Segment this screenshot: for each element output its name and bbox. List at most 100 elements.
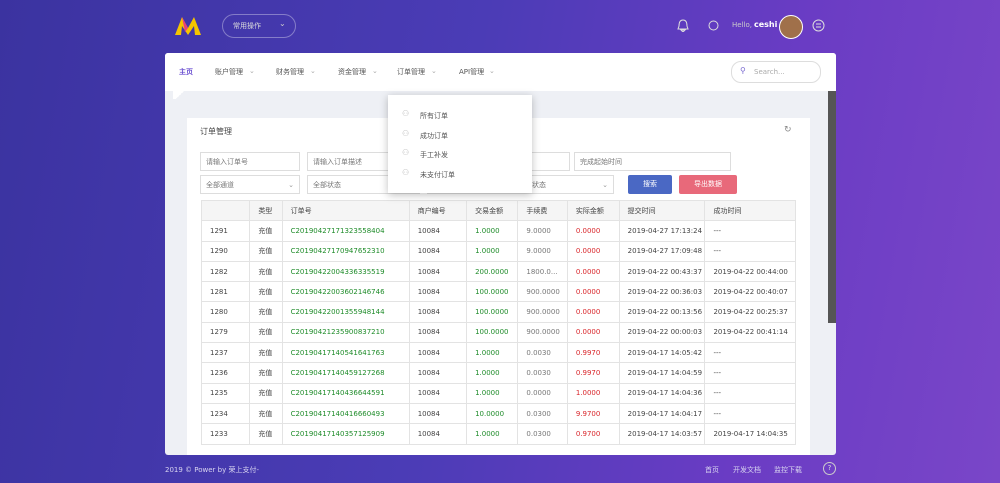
chevron: ⌄ [602,181,608,189]
table-cell: 2019-04-22 00:36:03 [618,281,706,303]
table-row: 1236 充值 C20190417140459127268 10084 1.0000 0.… [201,362,796,384]
table-cell: 1233 [201,423,251,445]
table-cell: 充值 [249,402,283,425]
table-cell: 0.0000 [566,321,620,344]
table-cell: 1282 [201,260,251,283]
dropdown-item[interactable]: 手工补发 [420,151,448,159]
table-cell: 10084 [408,342,468,364]
table-row: 1282 充值 C20190422004336335519 10084 200.0000… [201,260,796,283]
menu-icon[interactable] [812,19,825,32]
greeting: Hello, [732,21,752,29]
user-icon: ⚇ [402,148,410,157]
export-button[interactable]: 导出数据 [679,175,737,194]
table-cell: 1.0000 [466,362,519,384]
footer-link[interactable]: 监控下载 [774,466,802,474]
table-cell: 充值 [249,382,283,404]
nav-item[interactable]: 主页 [179,68,193,76]
table-cell: 2019-04-22 00:40:07 [704,281,796,303]
refresh-icon[interactable]: ↻ [784,125,792,135]
table-cell: 0.0000 [566,281,620,303]
table-cell: 10.0000 [466,402,519,425]
table-cell: 0.0300 [517,402,568,425]
table-cell: 2019-04-17 14:05:42 [618,342,706,364]
table-cell: 1.0000 [566,382,620,404]
filter-select[interactable]: 全部通道 ⌄ [200,175,300,194]
table-cell: 0.0030 [517,362,568,384]
table-cell: 100.0000 [466,321,519,344]
table-cell: 充值 [249,240,283,262]
user-icon: ⚇ [402,128,410,138]
table-cell: 充值 [249,301,283,323]
table-cell: 10084 [408,240,468,262]
help-icon[interactable]: ? [823,462,836,475]
bell-icon[interactable] [677,19,689,32]
scrollbar[interactable] [828,91,836,323]
table-cell: 1.0000 [466,220,519,242]
support-icon[interactable] [707,19,720,32]
avatar[interactable] [779,15,803,39]
table-cell: 10084 [408,402,468,425]
table-cell: 充值 [249,281,283,303]
table-row: 1290 充值 C20190427170947652310 10084 1.0000 9.… [201,240,796,262]
table-cell: 1290 [201,240,251,262]
order-dropdown: ⚇ 所有订单 ⚇ 成功订单 ⚇ 手工补发 ⚇ 未支付订单 [388,95,532,193]
nav-item[interactable]: API管理 [459,68,485,76]
table-cell: 2019-04-17 14:04:17 [618,402,706,425]
table-cell: 0.0000 [566,240,620,262]
table-cell: C20190417140436644591 [281,382,410,404]
chevron: ⌄ [279,19,286,28]
table-wrap: 类型 订单号 商户编号 交易金额 手续费 实际金额 提交时间 成功时间 1291 充值 C20190… [201,200,796,455]
table-cell: 1235 [201,382,251,404]
table-cell: 2019-04-22 00:41:14 [704,321,796,344]
nav-item[interactable]: 订单管理 [397,68,425,76]
chevron: ⌄ [249,67,255,75]
nav-item[interactable]: 财务管理 [276,68,304,76]
nav-item[interactable]: 账户管理 [215,68,243,76]
search-icon: ⚲ [740,66,746,75]
table-cell: 10084 [408,281,468,303]
header-cell: 提交时间 [618,200,706,222]
search-button[interactable]: 搜索 [628,175,672,194]
table-cell: 100.0000 [466,301,519,323]
chevron: ⌄ [310,67,316,75]
table-cell: C20190422004336335519 [281,260,410,283]
table-cell: 2019-04-17 14:04:59 [618,362,706,384]
user-icon: ⚇ [402,109,410,118]
table-cell: 10084 [408,362,468,384]
filter-input[interactable]: 请输入订单号 [200,152,300,171]
table-row: 1279 充值 C20190421235900837210 10084 100.0000… [201,321,796,344]
dropdown-item[interactable]: 未支付订单 [420,170,455,179]
footer-link[interactable]: 首页 [705,466,719,474]
table-cell: --- [704,382,796,404]
table-row: 1235 充值 C20190417140436644591 10084 1.0000 0.… [201,382,796,404]
table-cell: 1234 [201,402,251,425]
header-cell: 商户编号 [408,200,468,222]
quick-menu[interactable]: 常用操作 ⌄ [222,14,296,38]
table-cell: 2019-04-22 00:44:00 [704,260,796,283]
table-cell: 10084 [408,423,468,445]
table-cell: 1800.0... [517,260,568,283]
table-cell: 10084 [408,260,468,283]
table-cell: --- [704,402,796,425]
filter-input[interactable]: 完成起始时间 [574,152,731,171]
user-icon: ⚇ [402,167,410,177]
copyright: 2019 © Power by 荣上支付- [165,466,259,474]
table-cell: --- [704,220,796,242]
table-cell: 1279 [201,321,251,344]
nav-pointer [173,91,187,99]
table-cell: 1236 [201,362,251,384]
search-box[interactable]: ⚲ Search... [731,61,821,83]
dropdown-item[interactable]: 成功订单 [420,131,448,140]
header-cell: 订单号 [281,200,410,222]
nav-item[interactable]: 资金管理 [338,68,366,76]
table-cell: 2019-04-17 14:03:57 [618,423,706,445]
table-cell: 0.0000 [566,301,620,323]
chevron: ⌄ [431,67,437,75]
header-cell [201,200,251,222]
table-cell: 10084 [408,321,468,344]
table-cell: C20190421235900837210 [281,321,410,344]
table-cell: 0.0300 [517,423,568,445]
footer-link[interactable]: 开发文档 [733,466,761,474]
username: ceshi [754,20,778,29]
dropdown-item[interactable]: 所有订单 [420,112,448,120]
